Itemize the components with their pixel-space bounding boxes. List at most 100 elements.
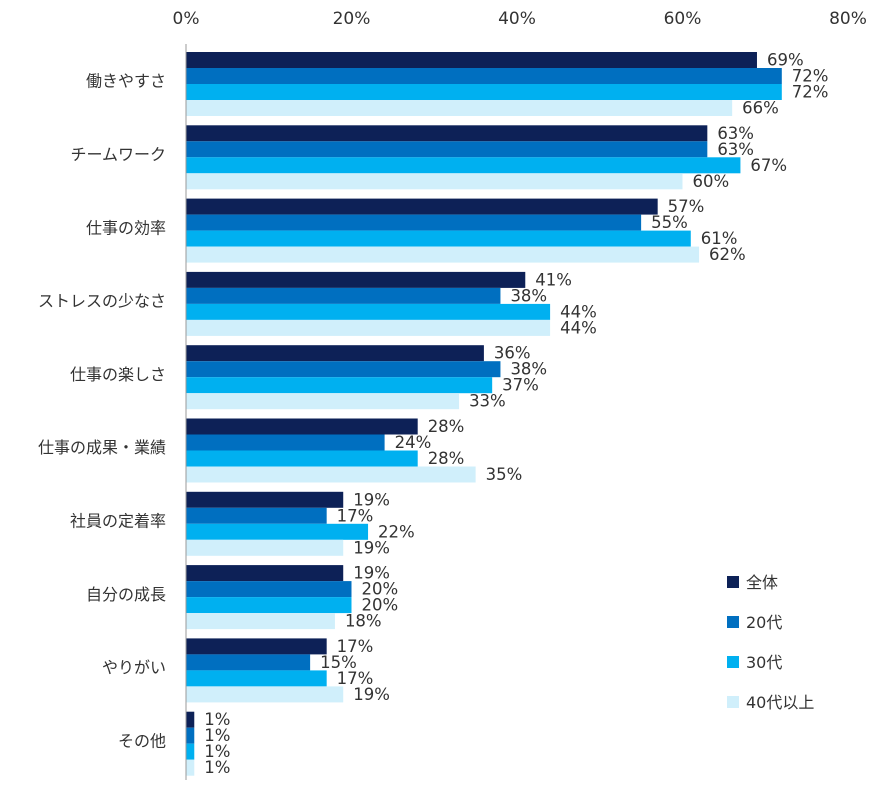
data-label: 19% xyxy=(353,490,390,509)
data-label: 17% xyxy=(337,637,374,656)
category-label: 社員の定着率 xyxy=(70,511,166,530)
bar xyxy=(186,686,344,703)
legend: 全体 20代 30代 40代以上 xyxy=(727,573,814,712)
category-label: 仕事の効率 xyxy=(86,218,166,237)
data-label: 19% xyxy=(353,538,390,557)
legend-label: 全体 xyxy=(746,573,778,592)
bar xyxy=(186,271,526,288)
tick-label-20: 20% xyxy=(333,9,371,29)
data-label: 1% xyxy=(204,710,230,729)
legend-label: 30代 xyxy=(746,653,782,672)
data-label: 28% xyxy=(428,449,465,468)
bar xyxy=(186,654,311,671)
data-label: 63% xyxy=(717,140,754,159)
data-label: 37% xyxy=(502,376,539,395)
data-label: 20% xyxy=(362,580,399,599)
bar xyxy=(186,539,344,556)
category-labels: 働きやすさチームワーク仕事の効率ストレスの少なさ仕事の楽しさ仕事の成果・業績社員… xyxy=(38,72,166,751)
bar xyxy=(186,246,700,263)
bar xyxy=(186,173,683,190)
bar xyxy=(186,670,327,687)
bar xyxy=(186,418,418,435)
bar xyxy=(186,434,385,451)
category-label: やりがい xyxy=(102,658,166,677)
data-label: 22% xyxy=(378,522,415,541)
data-label: 38% xyxy=(510,360,547,379)
bar xyxy=(186,287,501,304)
data-label: 36% xyxy=(494,344,531,363)
tick-label-40: 40% xyxy=(498,9,536,29)
data-label: 18% xyxy=(345,612,382,631)
bar xyxy=(186,491,344,508)
bar xyxy=(186,377,493,394)
bar xyxy=(186,198,658,215)
bar xyxy=(186,565,344,582)
data-label: 66% xyxy=(742,99,779,118)
data-label: 15% xyxy=(320,653,357,672)
bar xyxy=(186,523,369,540)
tick-label-60: 60% xyxy=(664,9,702,29)
data-label: 55% xyxy=(651,213,688,232)
bar xyxy=(186,230,691,247)
data-label: 17% xyxy=(337,506,374,525)
bar xyxy=(186,345,484,362)
data-label: 61% xyxy=(701,229,738,248)
data-label: 38% xyxy=(510,286,547,305)
legend-swatch xyxy=(727,656,739,668)
bar xyxy=(186,319,551,336)
bar xyxy=(186,393,460,410)
data-label: 19% xyxy=(353,564,390,583)
bar xyxy=(186,613,335,630)
data-label: 19% xyxy=(353,685,390,704)
category-label: 働きやすさ xyxy=(86,72,166,91)
bar xyxy=(186,711,195,728)
category-label: その他 xyxy=(118,731,166,750)
bar xyxy=(186,157,741,174)
data-label: 41% xyxy=(535,270,572,289)
data-label: 63% xyxy=(717,124,754,143)
bar xyxy=(186,52,757,68)
legend-label: 40代以上 xyxy=(746,693,814,712)
bar xyxy=(186,125,708,142)
legend-swatch xyxy=(727,616,739,628)
data-label: 72% xyxy=(792,67,829,86)
x-axis-ticks: 0% 20% 40% 60% 80% xyxy=(173,9,867,29)
bar xyxy=(186,759,195,776)
data-label: 62% xyxy=(709,245,746,264)
data-label: 33% xyxy=(469,392,506,411)
bar xyxy=(186,68,782,84)
category-label: ストレスの少なさ xyxy=(38,292,166,311)
data-label: 35% xyxy=(486,465,523,484)
category-label: 仕事の成果・業績 xyxy=(38,438,166,457)
data-label: 1% xyxy=(204,726,230,745)
data-label: 72% xyxy=(792,83,829,102)
data-label: 28% xyxy=(428,417,465,436)
data-label: 60% xyxy=(693,172,730,191)
data-label: 69% xyxy=(767,51,804,70)
legend-swatch xyxy=(727,576,739,588)
data-label: 20% xyxy=(362,596,399,615)
bar xyxy=(186,450,418,467)
legend-label: 20代 xyxy=(746,613,782,632)
data-label: 1% xyxy=(204,758,230,777)
data-label: 1% xyxy=(204,742,230,761)
tick-label-80: 80% xyxy=(829,9,867,29)
data-label: 57% xyxy=(668,197,705,216)
data-label: 44% xyxy=(560,302,597,321)
bar xyxy=(186,581,352,598)
bar xyxy=(186,84,782,100)
tick-label-0: 0% xyxy=(173,9,200,29)
data-label: 24% xyxy=(395,433,432,452)
bar xyxy=(186,466,476,483)
legend-swatch xyxy=(727,696,739,708)
bar xyxy=(186,303,551,320)
bar xyxy=(186,638,327,655)
bar xyxy=(186,214,642,231)
bar xyxy=(186,597,352,614)
data-label: 44% xyxy=(560,318,597,337)
data-label: 67% xyxy=(750,156,787,175)
data-labels: 69%72%72%66%63%63%67%60%57%55%61%62%41%3… xyxy=(204,51,828,778)
category-label: チームワーク xyxy=(70,145,166,164)
bars xyxy=(186,52,782,776)
